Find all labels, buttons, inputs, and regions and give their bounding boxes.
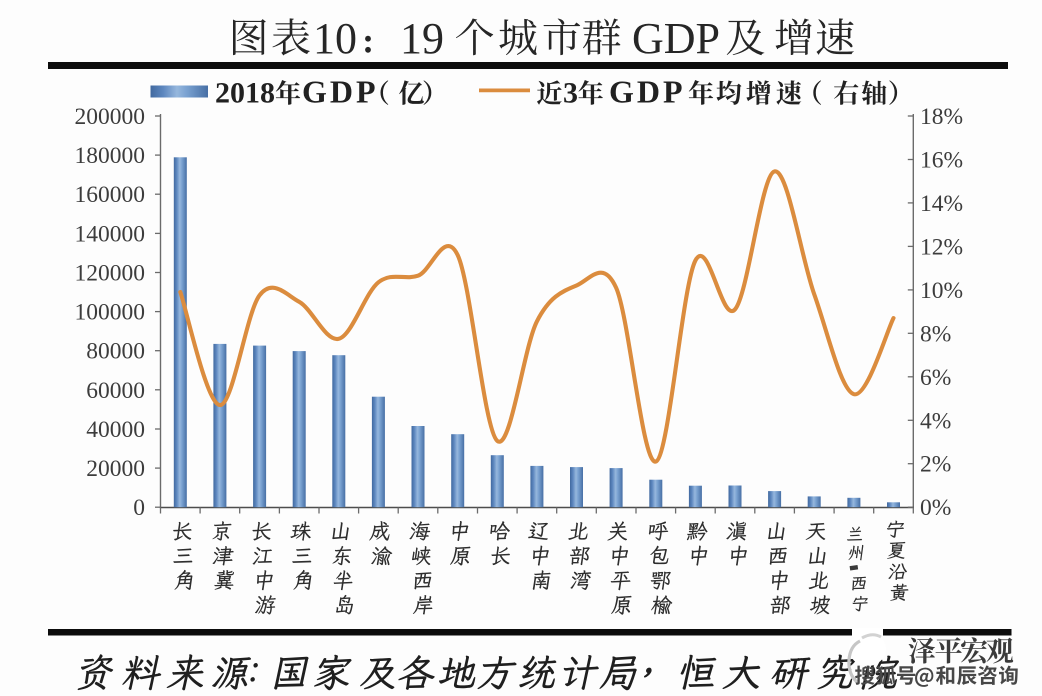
svg-text:6%: 6% — [920, 365, 951, 391]
svg-text:180000: 180000 — [75, 143, 146, 169]
svg-text:GDP: GDP — [302, 74, 379, 110]
svg-text:60000: 60000 — [86, 378, 145, 404]
svg-text:0%: 0% — [920, 495, 951, 521]
svg-text:GDP: GDP — [609, 74, 686, 110]
svg-text:4%: 4% — [920, 408, 951, 434]
svg-text:140000: 140000 — [75, 221, 146, 247]
svg-text:160000: 160000 — [75, 182, 146, 208]
svg-text:20000: 20000 — [86, 456, 145, 482]
svg-text:14%: 14% — [920, 191, 963, 217]
svg-text:10: 10 — [313, 14, 357, 63]
svg-text:100000: 100000 — [75, 300, 146, 326]
svg-text:10%: 10% — [920, 278, 963, 304]
svg-text:40000: 40000 — [86, 417, 145, 443]
svg-text:8%: 8% — [920, 321, 951, 347]
svg-text:80000: 80000 — [86, 339, 145, 365]
svg-text:2018: 2018 — [215, 77, 275, 110]
svg-text:200000: 200000 — [75, 104, 146, 130]
svg-text:18%: 18% — [920, 104, 963, 130]
svg-text:12%: 12% — [920, 234, 963, 260]
svg-text:2%: 2% — [920, 452, 951, 478]
svg-text:16%: 16% — [920, 148, 963, 174]
svg-text:3: 3 — [563, 77, 578, 110]
svg-text:GDP: GDP — [632, 14, 720, 63]
svg-text:0: 0 — [133, 495, 145, 521]
svg-text:120000: 120000 — [75, 261, 146, 287]
svg-text:19: 19 — [400, 14, 444, 63]
